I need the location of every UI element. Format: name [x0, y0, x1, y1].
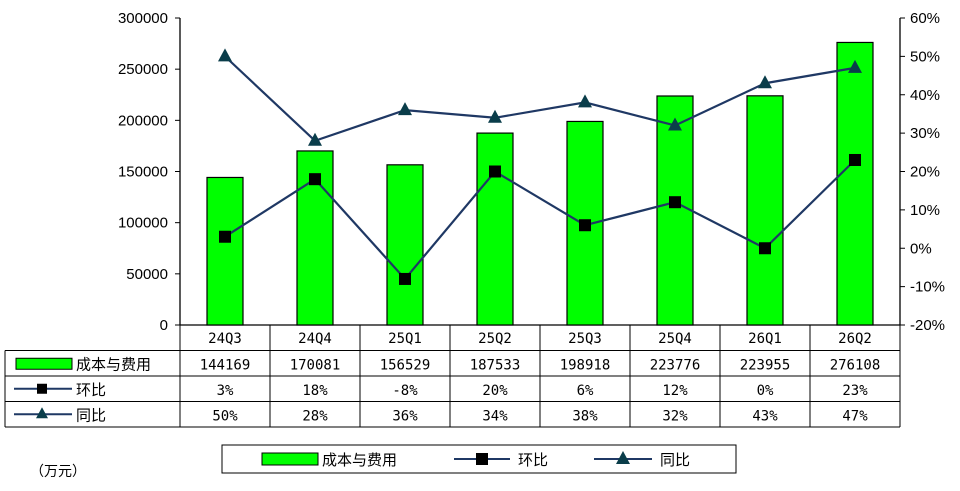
category-label: 25Q4 [658, 331, 692, 347]
bar [746, 95, 784, 326]
point-square [399, 272, 411, 285]
category-label: 26Q1 [748, 331, 782, 347]
data-label: 50% [212, 408, 238, 424]
y-tick-label: 100000 [118, 215, 168, 232]
data-label: 20% [482, 383, 508, 399]
point-triangle [218, 48, 232, 62]
row-key-square [37, 383, 47, 394]
legend-key-square [476, 453, 488, 465]
point-square [309, 173, 321, 186]
category-label: 25Q1 [388, 331, 422, 347]
data-label: 198918 [560, 357, 611, 373]
y2-tick-label: 20% [910, 164, 940, 181]
y-tick-label: 200000 [118, 112, 168, 129]
point-triangle [848, 59, 862, 73]
chart-axes: 300000 250000 200000 150000 100000 50000 0 60% 5… [118, 10, 945, 334]
series-line-square [224, 159, 856, 281]
data-label: 156529 [380, 357, 431, 373]
data-label: 47% [842, 408, 868, 424]
category-label: 24Q4 [298, 331, 332, 347]
point-triangle [488, 109, 502, 123]
bar [476, 132, 514, 326]
y2-tick-label: 10% [910, 202, 940, 219]
y2-tick-label: 0% [910, 240, 932, 257]
legend-key-triangle [616, 451, 630, 464]
data-table: 24Q3 24Q4 25Q1 25Q2 25Q3 25Q4 26Q1 26Q2 成本与费用 144… [4, 325, 901, 428]
data-label: 223955 [740, 357, 791, 373]
row-key-triangle [36, 407, 48, 419]
data-label: 170081 [290, 357, 341, 373]
point-square [759, 242, 771, 255]
legend-key-bar [261, 452, 319, 466]
point-triangle [308, 132, 322, 146]
data-label: 144169 [200, 357, 251, 373]
data-label: 34% [482, 408, 508, 424]
point-triangle [578, 94, 592, 108]
y-tick-label: 250000 [118, 61, 168, 78]
category-label: 25Q3 [568, 331, 602, 347]
data-label: 32% [662, 408, 688, 424]
point-triangle [758, 75, 772, 89]
point-triangle [668, 117, 682, 131]
y2-tick-label: 30% [910, 125, 940, 142]
data-label: 0% [757, 383, 774, 399]
point-square [849, 153, 861, 166]
row-series-name: 成本与费用 [76, 355, 151, 373]
point-square [489, 165, 501, 178]
category-label: 25Q2 [478, 331, 512, 347]
y2-tick-label: -10% [910, 279, 945, 296]
bar [206, 176, 244, 326]
y-tick-label: 150000 [118, 164, 168, 181]
point-square [669, 196, 681, 209]
row-series-name: 环比 [76, 381, 106, 399]
y-tick-label: 300000 [118, 10, 168, 27]
data-label: 187533 [470, 357, 521, 373]
row-series-name: 同比 [76, 406, 106, 424]
legend-label: 成本与费用 [322, 451, 397, 469]
data-label: 3% [217, 383, 234, 399]
data-label: 23% [842, 383, 868, 399]
series-line-triangle [224, 55, 856, 143]
chart-legend: 成本与费用 环比 同比 [221, 444, 737, 474]
data-label: 28% [302, 408, 328, 424]
y2-tick-label: 60% [910, 10, 940, 27]
point-triangle [398, 102, 412, 116]
data-label: 12% [662, 383, 688, 399]
data-label: -8% [392, 383, 418, 399]
line-series [218, 48, 862, 285]
bar [656, 95, 694, 326]
legend-label: 环比 [518, 451, 548, 469]
y-tick-label: 0 [160, 317, 168, 334]
category-label: 24Q3 [208, 331, 242, 347]
point-square [579, 219, 591, 232]
y2-tick-label: 50% [910, 48, 940, 65]
data-label: 38% [572, 408, 598, 424]
data-label: 276108 [830, 357, 881, 373]
y2-tick-label: -20% [910, 317, 945, 334]
bar [386, 164, 424, 326]
bar [836, 41, 874, 326]
y-tick-label: 50000 [126, 266, 168, 283]
point-square [219, 230, 231, 243]
data-label: 36% [392, 408, 418, 424]
row-key-bar [15, 357, 73, 370]
y2-tick-label: 40% [910, 87, 940, 104]
data-label: 223776 [650, 357, 701, 373]
data-label: 18% [302, 383, 328, 399]
unit-note: （万元） [30, 464, 86, 480]
data-label: 6% [577, 383, 594, 399]
category-label: 26Q2 [838, 331, 872, 347]
legend-label: 同比 [660, 451, 690, 469]
data-label: 43% [752, 408, 778, 424]
